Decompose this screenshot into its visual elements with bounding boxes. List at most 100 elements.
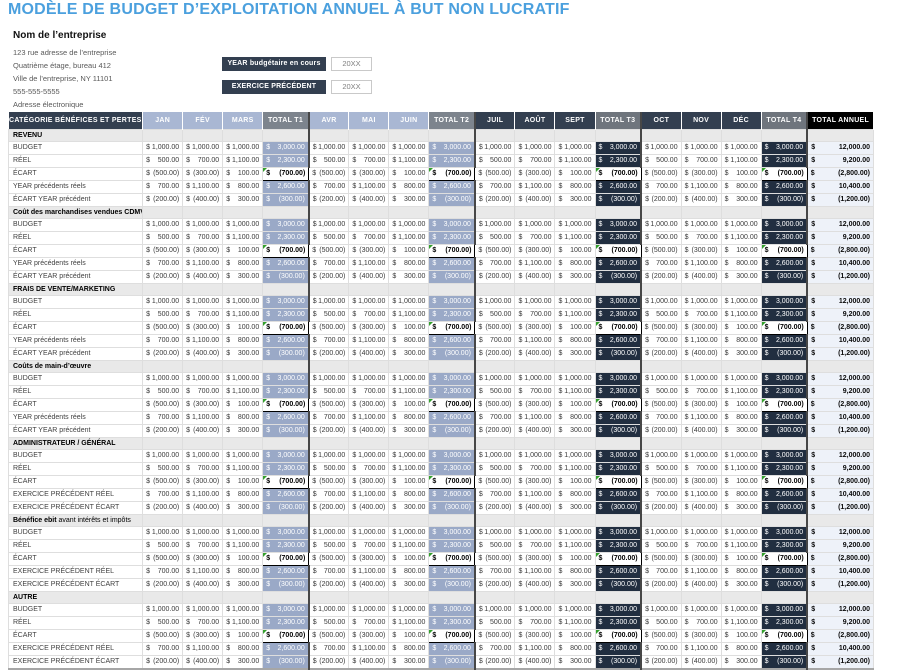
annual-total-cell[interactable]: $ (1,200.00) xyxy=(806,192,875,207)
month-value-cell[interactable]: $700.00 xyxy=(308,641,350,656)
month-value-cell[interactable]: $ (400.00) xyxy=(680,269,722,284)
month-value-cell[interactable]: $700.00 xyxy=(640,179,682,194)
month-value-cell[interactable]: $1,000.00 xyxy=(554,140,596,155)
month-value-cell[interactable]: $ (300.00) xyxy=(348,474,390,489)
month-value-cell[interactable]: $1,100.00 xyxy=(182,410,224,425)
month-value-cell[interactable]: $ (300.00) xyxy=(182,551,224,566)
annual-total-cell[interactable]: $ (2,800.00) xyxy=(806,166,875,181)
annual-total-cell[interactable]: $12,000.00 xyxy=(806,448,875,463)
quarter-total-cell[interactable]: $3,000.00 xyxy=(760,448,809,463)
row-label-cell[interactable]: RÉEL xyxy=(7,461,144,476)
quarter-total-cell[interactable]: $2,600.00 xyxy=(262,410,310,425)
quarter-total-cell[interactable]: $2,600.00 xyxy=(760,487,809,502)
month-value-cell[interactable]: $1,100.00 xyxy=(680,487,722,502)
quarter-total-cell[interactable]: $2,600.00 xyxy=(262,179,310,194)
quarter-total-cell[interactable]: $2,300.00 xyxy=(262,153,310,168)
quarter-total-cell[interactable]: $3,000.00 xyxy=(428,602,476,617)
quarter-total-cell[interactable]: $3,000.00 xyxy=(760,525,809,540)
month-value-cell[interactable]: $1,100.00 xyxy=(554,307,596,322)
month-value-cell[interactable]: $1,100.00 xyxy=(222,307,264,322)
section-cell[interactable] xyxy=(514,128,556,142)
month-value-cell[interactable]: $1,000.00 xyxy=(182,140,224,155)
row-label-cell[interactable]: EXERCICE PRÉCÉDENT ÉCART xyxy=(7,654,144,669)
quarter-total-cell[interactable]: $ (700.00) xyxy=(760,320,808,335)
month-value-cell[interactable]: $800.00 xyxy=(554,333,596,348)
month-value-cell[interactable]: $300.00 xyxy=(388,192,430,207)
quarter-total-header[interactable]: TOTAL T1 xyxy=(262,112,310,129)
month-value-cell[interactable]: $1,000.00 xyxy=(348,217,390,232)
section-cell[interactable] xyxy=(388,513,430,527)
month-value-cell[interactable]: $ (400.00) xyxy=(182,269,224,284)
month-value-cell[interactable]: $ (200.00) xyxy=(474,346,516,361)
month-value-cell[interactable]: $700.00 xyxy=(182,230,224,245)
month-value-cell[interactable]: $1,100.00 xyxy=(182,487,224,502)
month-value-cell[interactable]: $700.00 xyxy=(142,564,184,579)
month-value-cell[interactable]: $ (500.00) xyxy=(640,474,682,489)
month-value-cell[interactable]: $100.00 xyxy=(554,320,596,335)
quarter-total-cell[interactable]: $ (700.00) xyxy=(262,397,310,412)
section-cell[interactable] xyxy=(388,282,430,296)
section-cell[interactable] xyxy=(262,128,310,142)
month-value-cell[interactable]: $1,000.00 xyxy=(142,371,184,386)
section-cell[interactable] xyxy=(388,205,430,219)
month-value-cell[interactable]: $1,000.00 xyxy=(348,371,390,386)
month-header[interactable]: JUIN xyxy=(388,112,430,129)
section-cell[interactable] xyxy=(182,282,224,296)
section-cell[interactable] xyxy=(222,205,264,219)
month-value-cell[interactable]: $ (300.00) xyxy=(348,166,390,181)
month-value-cell[interactable]: $1,000.00 xyxy=(680,294,722,309)
quarter-total-cell[interactable]: $3,000.00 xyxy=(262,602,310,617)
month-value-cell[interactable]: $1,100.00 xyxy=(514,256,556,271)
section-cell[interactable] xyxy=(182,205,224,219)
month-value-cell[interactable]: $700.00 xyxy=(182,384,224,399)
month-value-cell[interactable]: $700.00 xyxy=(680,384,722,399)
annual-total-cell[interactable]: $10,400.00 xyxy=(806,641,875,656)
section-cell[interactable] xyxy=(308,590,350,604)
quarter-total-cell[interactable]: $3,000.00 xyxy=(594,217,643,232)
section-cell[interactable] xyxy=(806,359,875,373)
month-value-cell[interactable]: $500.00 xyxy=(142,307,184,322)
month-value-cell[interactable]: $ (200.00) xyxy=(640,423,682,438)
month-value-cell[interactable]: $ (400.00) xyxy=(348,577,390,592)
month-value-cell[interactable]: $800.00 xyxy=(720,410,762,425)
section-cell[interactable] xyxy=(388,436,430,450)
quarter-total-cell[interactable]: $3,000.00 xyxy=(428,525,476,540)
month-value-cell[interactable]: $500.00 xyxy=(640,538,682,553)
section-cell[interactable] xyxy=(514,282,556,296)
month-value-cell[interactable]: $500.00 xyxy=(640,384,682,399)
month-value-cell[interactable]: $500.00 xyxy=(308,384,350,399)
month-value-cell[interactable]: $1,000.00 xyxy=(182,525,224,540)
quarter-total-cell[interactable]: $2,600.00 xyxy=(262,333,310,348)
month-value-cell[interactable]: $700.00 xyxy=(474,179,516,194)
month-value-cell[interactable]: $1,100.00 xyxy=(680,333,722,348)
month-value-cell[interactable]: $500.00 xyxy=(308,230,350,245)
quarter-total-cell[interactable]: $2,600.00 xyxy=(594,410,643,425)
month-value-cell[interactable]: $1,000.00 xyxy=(474,448,516,463)
quarter-total-cell[interactable]: $3,000.00 xyxy=(594,602,643,617)
section-cell[interactable] xyxy=(680,436,722,450)
section-cell[interactable] xyxy=(428,128,476,142)
month-value-cell[interactable]: $700.00 xyxy=(182,307,224,322)
month-value-cell[interactable]: $500.00 xyxy=(474,307,516,322)
month-value-cell[interactable]: $700.00 xyxy=(474,487,516,502)
month-value-cell[interactable]: $ (500.00) xyxy=(142,551,184,566)
month-value-cell[interactable]: $1,000.00 xyxy=(474,217,516,232)
month-value-cell[interactable]: $1,100.00 xyxy=(388,230,430,245)
month-value-cell[interactable]: $300.00 xyxy=(720,654,762,669)
month-value-cell[interactable]: $700.00 xyxy=(348,307,390,322)
quarter-total-cell[interactable]: $ (300.00) xyxy=(760,269,809,284)
month-value-cell[interactable]: $700.00 xyxy=(680,615,722,630)
month-value-cell[interactable]: $1,000.00 xyxy=(640,525,682,540)
month-value-cell[interactable]: $ (500.00) xyxy=(474,551,516,566)
month-value-cell[interactable]: $700.00 xyxy=(142,641,184,656)
row-label-cell[interactable]: ÉCART YEAR précédent xyxy=(7,269,144,284)
month-value-cell[interactable]: $700.00 xyxy=(640,564,682,579)
section-cell[interactable] xyxy=(640,128,682,142)
section-cell[interactable] xyxy=(640,590,682,604)
month-value-cell[interactable]: $ (500.00) xyxy=(640,243,682,258)
section-cell[interactable] xyxy=(142,128,184,142)
quarter-total-cell[interactable]: $2,300.00 xyxy=(262,461,310,476)
month-value-cell[interactable]: $500.00 xyxy=(142,153,184,168)
section-cell[interactable] xyxy=(348,436,390,450)
month-value-cell[interactable]: $800.00 xyxy=(720,641,762,656)
